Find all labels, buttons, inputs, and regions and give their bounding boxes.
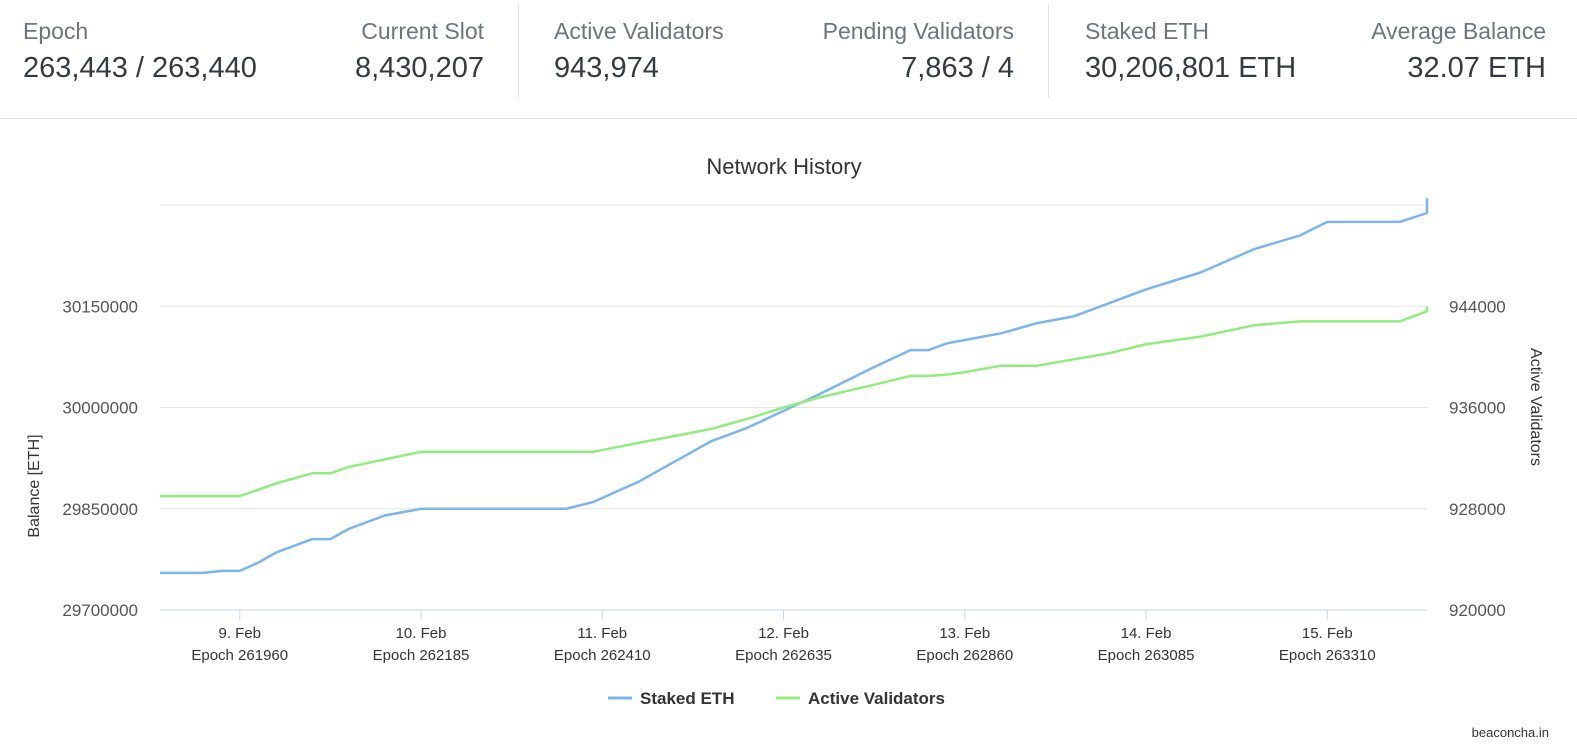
x-tick-epoch: Epoch 263085	[1098, 647, 1195, 664]
legend-label: Staked ETH	[640, 689, 734, 708]
x-tick-day: 12. Feb	[758, 625, 809, 642]
y2-tick-label: 928000	[1449, 500, 1506, 519]
y2-tick-label: 920000	[1449, 601, 1506, 620]
stat-active-validators: Active Validators 943,974	[554, 0, 754, 100]
legend: Staked ETH Active Validators	[608, 689, 945, 708]
x-tick-day: 15. Feb	[1302, 625, 1353, 642]
y-tick-label: 30000000	[62, 399, 138, 418]
stats-bar: Epoch 263,443 / 263,440 Current Slot 8,4…	[0, 0, 1577, 119]
stat-value-active-validators: 943,974	[554, 52, 659, 84]
stat-epoch: Epoch 263,443 / 263,440	[23, 0, 291, 100]
stat-label-average-balance: Average Balance	[1371, 18, 1546, 44]
x-tick-epoch: Epoch 263310	[1279, 647, 1376, 664]
x-tick-day: 9. Feb	[218, 625, 261, 642]
x-tick-epoch: Epoch 261960	[191, 647, 288, 664]
chart-title: Network History	[706, 154, 861, 179]
y2-tick-label: 944000	[1449, 297, 1506, 316]
stat-average-balance: Average Balance 32.07 ETH	[1340, 0, 1546, 100]
stat-label-active-validators: Active Validators	[554, 18, 724, 44]
legend-item[interactable]: Active Validators	[776, 689, 945, 708]
legend-label: Active Validators	[808, 689, 945, 708]
x-tick-epoch: Epoch 262410	[554, 647, 651, 664]
series-line-staked-eth	[160, 198, 1429, 575]
network-history-chart[interactable]: Network History 29700000 29850000 30000000…	[0, 120, 1577, 740]
stat-value-current-slot: 8,430,207	[354, 52, 484, 84]
stat-label-staked-eth: Staked ETH	[1085, 18, 1209, 44]
x-tick-day: 13. Feb	[939, 625, 990, 642]
stat-staked-eth: Staked ETH 30,206,801 ETH	[1085, 0, 1325, 100]
x-tick-epoch: Epoch 262635	[735, 647, 832, 664]
stat-value-staked-eth: 30,206,801 ETH	[1085, 52, 1297, 84]
watermark: beaconcha.in	[1471, 725, 1549, 740]
stat-label-current-slot: Current Slot	[361, 18, 484, 44]
stat-label-epoch: Epoch	[23, 18, 89, 44]
y2-axis-title: Active Validators	[1527, 348, 1544, 466]
y-axis-title: Balance [ETH]	[26, 434, 43, 537]
y-tick-label: 29700000	[62, 601, 138, 620]
stats-divider	[1048, 4, 1049, 98]
y2-tick-label: 936000	[1449, 399, 1506, 418]
stat-label-pending-validators: Pending Validators	[822, 18, 1014, 44]
x-tick-day: 11. Feb	[577, 625, 627, 642]
stat-current-slot: Current Slot 8,430,207	[320, 0, 484, 100]
stats-divider	[518, 4, 519, 98]
stat-pending-validators: Pending Validators 7,863 / 4	[780, 0, 1014, 100]
x-tick-epoch: Epoch 262185	[373, 647, 470, 664]
series-line-active-validators	[160, 306, 1429, 498]
stat-value-pending-validators: 7,863 / 4	[901, 52, 1014, 84]
stat-value-average-balance: 32.07 ETH	[1407, 52, 1546, 84]
y-tick-label: 30150000	[62, 297, 138, 316]
x-tick-epoch: Epoch 262860	[916, 647, 1013, 664]
x-tick-day: 10. Feb	[396, 625, 447, 642]
stat-value-epoch: 263,443 / 263,440	[23, 52, 257, 84]
legend-item[interactable]: Staked ETH	[608, 689, 734, 708]
y-tick-label: 29850000	[62, 500, 138, 519]
x-tick-day: 14. Feb	[1121, 625, 1172, 642]
